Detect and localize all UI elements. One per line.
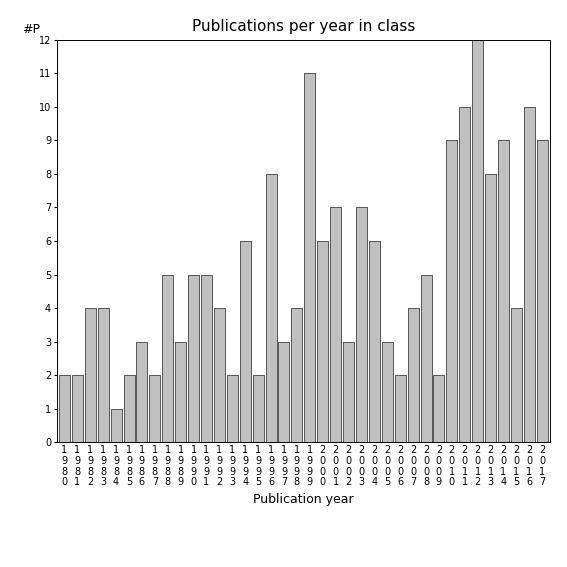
- Bar: [369, 241, 380, 442]
- Bar: [459, 107, 470, 442]
- Bar: [98, 308, 109, 442]
- Bar: [253, 375, 264, 442]
- Bar: [421, 274, 431, 442]
- Bar: [124, 375, 134, 442]
- Bar: [72, 375, 83, 442]
- Bar: [137, 341, 147, 442]
- Bar: [356, 208, 367, 442]
- Bar: [382, 341, 393, 442]
- Text: #P: #P: [22, 23, 40, 36]
- Bar: [85, 308, 96, 442]
- Bar: [485, 174, 496, 442]
- Bar: [408, 308, 418, 442]
- Bar: [162, 274, 174, 442]
- X-axis label: Publication year: Publication year: [253, 493, 354, 506]
- Bar: [265, 174, 277, 442]
- Bar: [330, 208, 341, 442]
- Title: Publications per year in class: Publications per year in class: [192, 19, 415, 35]
- Bar: [317, 241, 328, 442]
- Bar: [291, 308, 302, 442]
- Bar: [498, 141, 509, 442]
- Bar: [149, 375, 160, 442]
- Bar: [511, 308, 522, 442]
- Bar: [395, 375, 405, 442]
- Bar: [524, 107, 535, 442]
- Bar: [201, 274, 212, 442]
- Bar: [537, 141, 548, 442]
- Bar: [111, 409, 121, 442]
- Bar: [214, 308, 225, 442]
- Bar: [59, 375, 70, 442]
- Bar: [175, 341, 186, 442]
- Bar: [472, 40, 483, 442]
- Bar: [188, 274, 199, 442]
- Bar: [433, 375, 445, 442]
- Bar: [240, 241, 251, 442]
- Bar: [446, 141, 458, 442]
- Bar: [343, 341, 354, 442]
- Bar: [304, 73, 315, 442]
- Bar: [278, 341, 290, 442]
- Bar: [227, 375, 238, 442]
